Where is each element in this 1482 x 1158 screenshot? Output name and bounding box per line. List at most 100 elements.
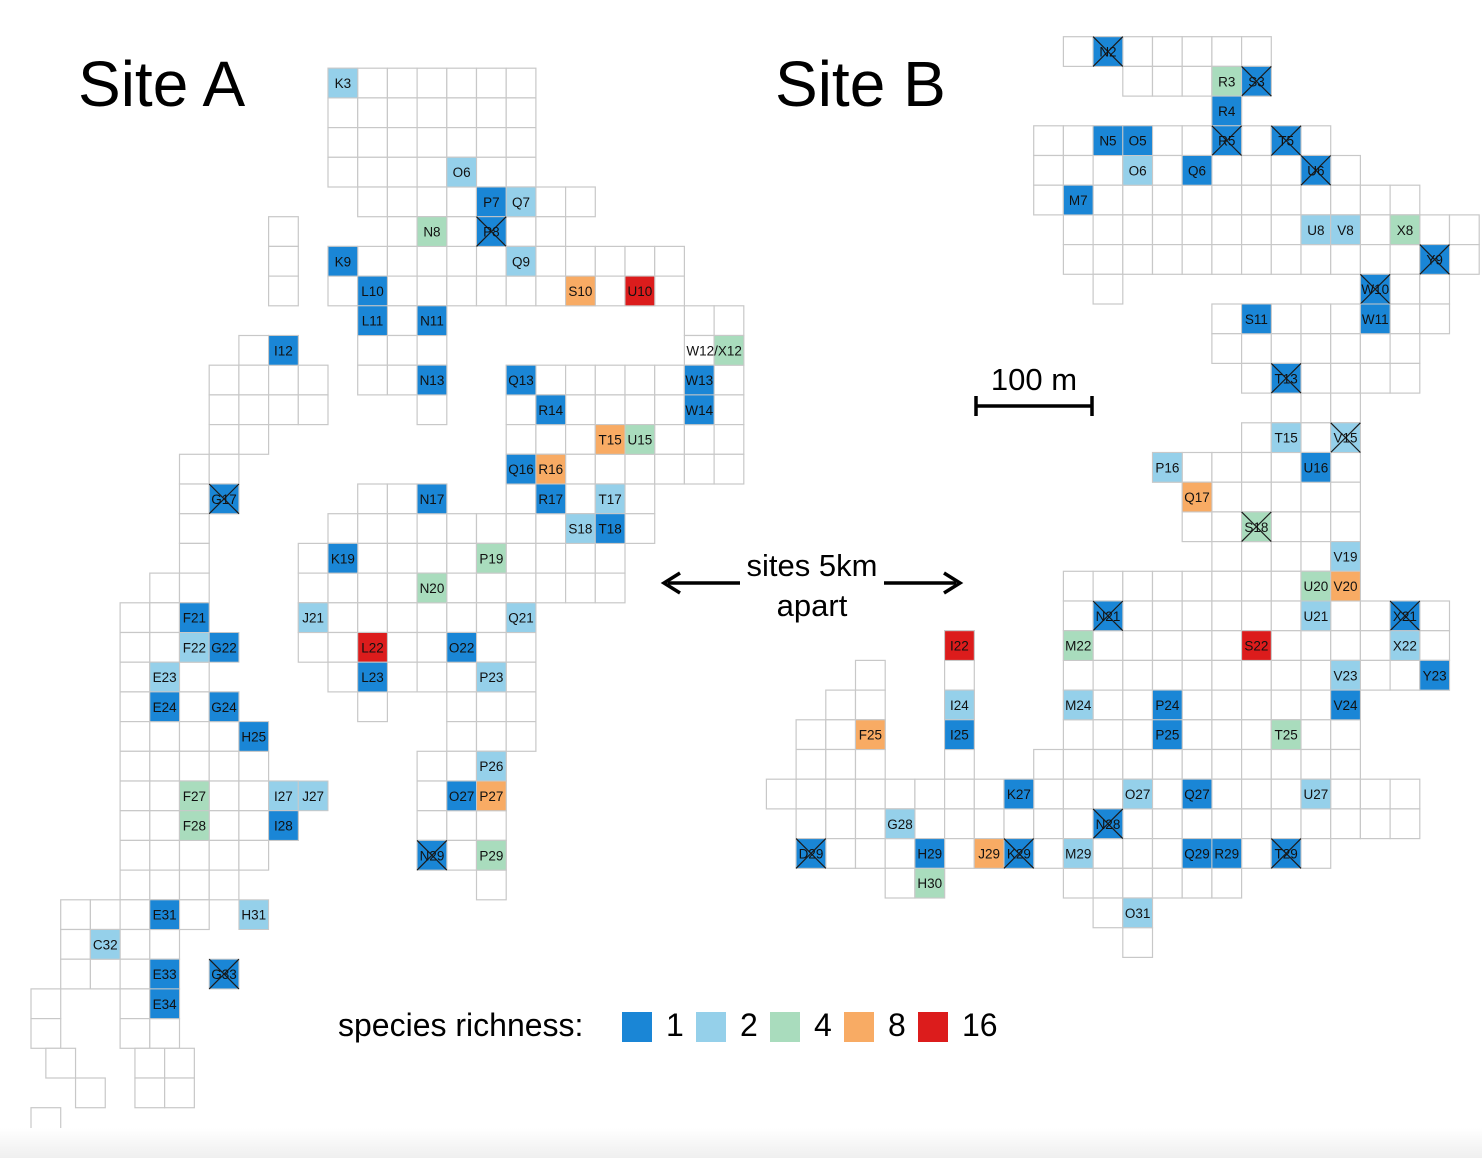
cell-label: N29	[420, 848, 445, 863]
richness-fill	[357, 305, 388, 336]
grid-cell	[1151, 244, 1183, 275]
cell-s18: S18	[565, 513, 596, 544]
grid-cell	[1389, 362, 1421, 394]
grid-cell	[1122, 184, 1154, 216]
grid-cell	[1359, 808, 1391, 840]
grid-cell	[1389, 303, 1421, 335]
richness-fill	[565, 513, 596, 544]
cell-p26: P26	[476, 750, 507, 782]
cell-label: K3	[335, 76, 352, 91]
cell-u27: U27	[1300, 778, 1332, 810]
grid-cell	[1092, 837, 1124, 869]
richness-fill	[1062, 630, 1094, 661]
grid-cell	[1359, 362, 1391, 394]
cell-label: T5	[1278, 134, 1294, 149]
grid-cell	[1211, 451, 1243, 483]
distance-note-line1: sites 5km	[747, 548, 878, 583]
cell-label: N13	[420, 373, 445, 388]
grid-cell	[1181, 600, 1213, 632]
grid-cell	[386, 513, 418, 545]
grid-cell	[713, 453, 745, 485]
richness-fill	[1330, 214, 1361, 246]
grid-cell	[1330, 630, 1361, 662]
grid-cell	[1092, 897, 1124, 929]
grid-cell	[149, 928, 181, 960]
cell-p7: P7	[476, 186, 507, 218]
grid-cell	[475, 156, 507, 188]
grid-cell	[1359, 778, 1391, 810]
grid-cell	[1359, 244, 1391, 275]
grid-cell	[1240, 689, 1272, 721]
grid-cell	[1211, 511, 1243, 543]
grid-cell	[1270, 748, 1302, 780]
cell-label: O6	[1129, 163, 1147, 178]
grid-cell	[1330, 719, 1361, 751]
cell-f22: F22	[179, 632, 210, 663]
grid-cell	[1151, 659, 1183, 691]
grid-cell	[357, 691, 389, 723]
grid-cell	[446, 67, 478, 99]
richness-fill	[535, 394, 567, 426]
cell-k3: K3	[327, 67, 359, 99]
grid-cell	[1300, 184, 1332, 216]
grid-cell	[416, 602, 448, 634]
cell-i24: I24	[944, 689, 975, 721]
cell-label: V8	[1337, 223, 1354, 238]
grid-cell	[327, 602, 359, 634]
cell-label: L22	[361, 640, 384, 655]
richness-fill	[1181, 481, 1213, 513]
cell-h25: H25	[238, 721, 270, 752]
grid-cell	[178, 691, 210, 723]
grid-cell	[1122, 65, 1154, 97]
grid-cell	[1062, 244, 1094, 275]
grid-cell	[1240, 362, 1272, 394]
richness-fill	[327, 67, 359, 99]
cell-k29: K29	[1003, 838, 1035, 869]
cell-o6: O6	[1122, 155, 1154, 186]
cell-label: O6	[453, 165, 471, 180]
richness-fill	[1211, 95, 1243, 127]
grid-cell	[475, 245, 507, 277]
grid-cell	[1151, 808, 1183, 840]
legend-label: species richness:	[338, 1007, 583, 1043]
cell-q29: Q29	[1181, 838, 1213, 869]
cell-p25: P25	[1152, 719, 1183, 750]
legend-swatch-8	[844, 1012, 874, 1042]
grid-cell	[535, 216, 567, 247]
cell-t17: T17	[594, 483, 626, 515]
distance-note-line2: apart	[777, 588, 848, 623]
grid-cell	[178, 483, 210, 515]
cell-w11: W11	[1359, 303, 1391, 335]
cell-u15: U15	[624, 424, 656, 455]
grid-cell	[1330, 511, 1361, 543]
grid-cell	[45, 1047, 77, 1079]
grid-cell	[208, 364, 240, 396]
richness-fill	[416, 483, 448, 515]
grid-cell	[475, 275, 507, 307]
grid-cell	[1270, 808, 1302, 840]
grid-cell	[475, 810, 507, 842]
grid-cell	[1062, 570, 1094, 602]
legend-value-4: 4	[814, 1007, 832, 1043]
grid-cell	[1211, 481, 1243, 513]
richness-fill	[416, 216, 448, 247]
richness-fill	[446, 632, 477, 663]
grid-cell	[654, 245, 686, 277]
grid-cell	[149, 572, 181, 604]
grid-cell	[1300, 422, 1332, 454]
cell-label: E23	[153, 670, 177, 685]
grid-cell	[164, 1077, 195, 1109]
grid-cell	[475, 720, 507, 752]
grid-cell	[268, 216, 299, 247]
cell-r16: R16	[535, 453, 567, 485]
grid-cell	[1062, 778, 1094, 810]
grid-cell	[1359, 214, 1391, 246]
cell-i27: I27	[268, 780, 299, 812]
grid-cell	[119, 1017, 151, 1049]
cell-label: F22	[183, 640, 206, 655]
richness-fill	[884, 808, 916, 840]
grid-cell	[386, 631, 418, 663]
cell-v15: V15	[1330, 422, 1361, 453]
grid-cell	[713, 305, 745, 337]
grid-cell	[327, 275, 359, 307]
